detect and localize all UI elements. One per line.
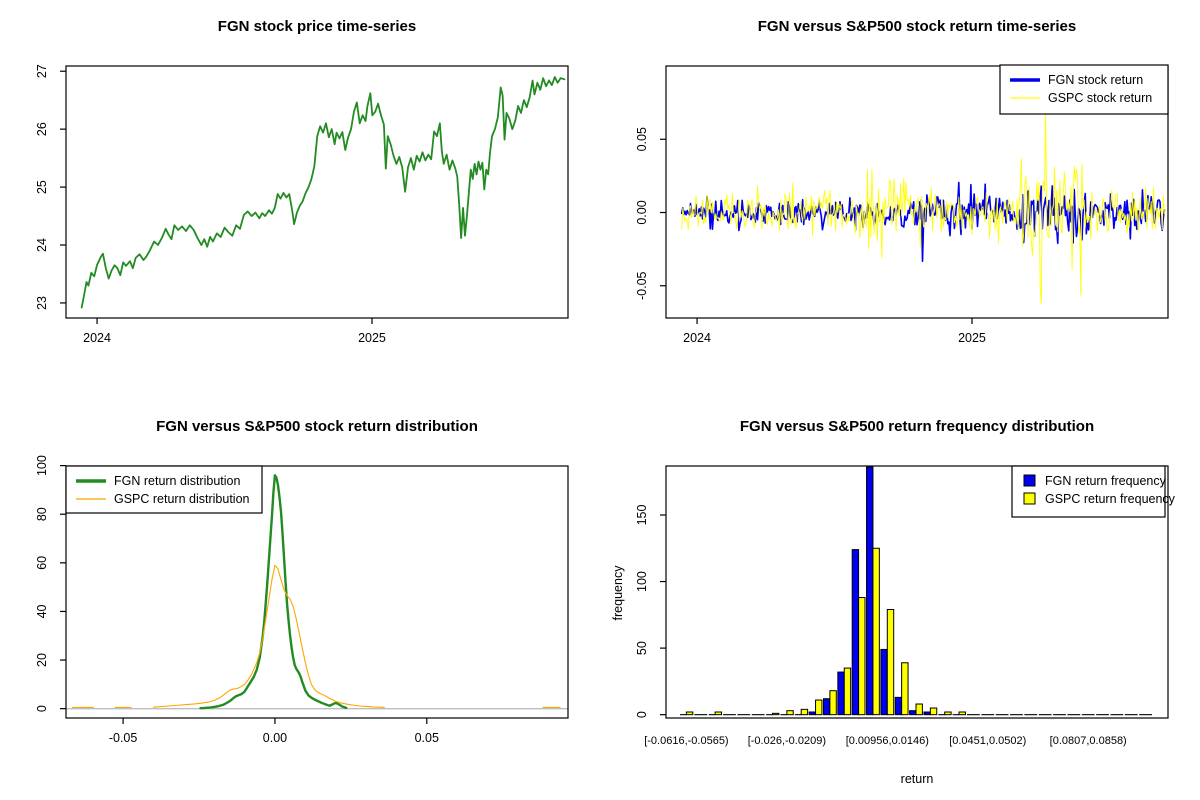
legend: FGN stock return GSPC stock return: [999, 64, 1169, 115]
svg-text:FGN return distribution: FGN return distribution: [114, 474, 240, 488]
svg-text:2025: 2025: [958, 331, 986, 345]
svg-text:60: 60: [35, 556, 49, 570]
svg-text:24: 24: [35, 238, 49, 252]
svg-text:100: 100: [635, 571, 649, 592]
y-axis: -0.05 0.00 0.05: [635, 127, 666, 300]
svg-text:150: 150: [635, 505, 649, 526]
svg-text:-0.05: -0.05: [635, 271, 649, 300]
legend-square-sample: [1023, 492, 1036, 505]
svg-text:-0.05: -0.05: [109, 731, 138, 745]
svg-text:80: 80: [35, 507, 49, 521]
svg-text:2024: 2024: [683, 331, 711, 345]
plot-box: [665, 65, 1169, 319]
svg-text:[0.0807,0.0858): [0.0807,0.0858): [1050, 735, 1127, 747]
panel-price-timeseries: FGN stock price time-series 2024 2025 23 24…: [0, 0, 600, 400]
legend: FGN return distribution GSPC return distr…: [65, 465, 263, 514]
svg-text:FGN return frequency: FGN return frequency: [1045, 474, 1167, 488]
svg-text:26: 26: [35, 122, 49, 136]
series-fgn-price: [80, 76, 566, 309]
x-axis: 2024 2025: [683, 318, 986, 345]
svg-text:25: 25: [35, 180, 49, 194]
plot-box: [65, 465, 569, 719]
panel-return-frequency: FGN versus S&P500 return frequency distr…: [600, 400, 1200, 800]
legend: FGN return frequency GSPC return frequenc…: [1011, 465, 1176, 518]
svg-text:0: 0: [635, 711, 649, 718]
svg-text:0.00: 0.00: [635, 200, 649, 224]
return-distribution-plot: -0.05 0.00 0.05 0 20 40 60 80 100 FGN return dist…: [35, 455, 569, 745]
frequency-panel-title: FGN versus S&P500 return frequency distr…: [739, 418, 1095, 435]
price-panel-title: FGN stock price time-series: [217, 18, 417, 35]
svg-text:0.05: 0.05: [635, 127, 649, 151]
x-axis: -0.05 0.00 0.05: [109, 718, 439, 745]
x-axis: 2024 2025: [83, 318, 386, 345]
svg-text:27: 27: [35, 64, 49, 78]
y-axis: 0 50 100 150: [635, 505, 666, 718]
distribution-panel-title: FGN versus S&P500 stock return distribut…: [156, 418, 478, 435]
x-axis: [-0.0616,-0.0565) [-0.026,-0.0209) [0.0095…: [644, 735, 1127, 747]
panel-return-distribution: FGN versus S&P500 stock return distribut…: [0, 400, 600, 800]
svg-text:23: 23: [35, 296, 49, 310]
series-gspc-stock-return: [681, 109, 1165, 305]
svg-text:40: 40: [35, 604, 49, 618]
svg-text:2024: 2024: [83, 331, 111, 345]
svg-text:[-0.026,-0.0209): [-0.026,-0.0209): [748, 735, 826, 747]
svg-text:0: 0: [35, 705, 49, 712]
plot-box: [65, 65, 569, 319]
svg-text:[0.0451,0.0502): [0.0451,0.0502): [949, 735, 1026, 747]
return-timeseries-plot: 2024 2025 -0.05 0.00 0.05 FGN stock return GSP…: [635, 64, 1169, 345]
svg-text:[-0.0616,-0.0565): [-0.0616,-0.0565): [644, 735, 728, 747]
svg-text:GSPC return frequency: GSPC return frequency: [1045, 492, 1176, 506]
svg-text:GSPC return distribution: GSPC return distribution: [114, 492, 250, 506]
legend-square-sample: [1023, 474, 1036, 487]
svg-text:FGN stock return: FGN stock return: [1048, 73, 1143, 87]
svg-text:0.05: 0.05: [415, 731, 439, 745]
plot-box: [665, 465, 1169, 719]
series-gspc-return-distribution: [71, 564, 561, 709]
histogram-bars: [680, 466, 1152, 716]
svg-text:50: 50: [635, 641, 649, 655]
y-axis: 0 20 40 60 80 100: [35, 455, 66, 712]
y-axis: 23 24 25 26 27: [35, 64, 66, 310]
svg-text:GSPC stock return: GSPC stock return: [1048, 91, 1152, 105]
svg-text:[0.00956,0.0146): [0.00956,0.0146): [846, 735, 929, 747]
price-timeseries-plot: 2024 2025 23 24 25 26 27: [35, 64, 569, 345]
svg-text:100: 100: [35, 455, 49, 476]
svg-text:0.00: 0.00: [263, 731, 287, 745]
return-panel-title: FGN versus S&P500 stock return time-seri…: [757, 18, 1077, 35]
svg-text:2025: 2025: [358, 331, 386, 345]
series-fgn-return-distribution: [199, 474, 348, 710]
return-frequency-plot: 0 50 100 150 [-0.0616,-0.0565) [-0.026,-0.020…: [635, 465, 1176, 747]
panel-return-timeseries: FGN versus S&P500 stock return time-seri…: [600, 0, 1200, 400]
svg-text:20: 20: [35, 653, 49, 667]
frequency-x-axis-label: return: [900, 772, 934, 786]
